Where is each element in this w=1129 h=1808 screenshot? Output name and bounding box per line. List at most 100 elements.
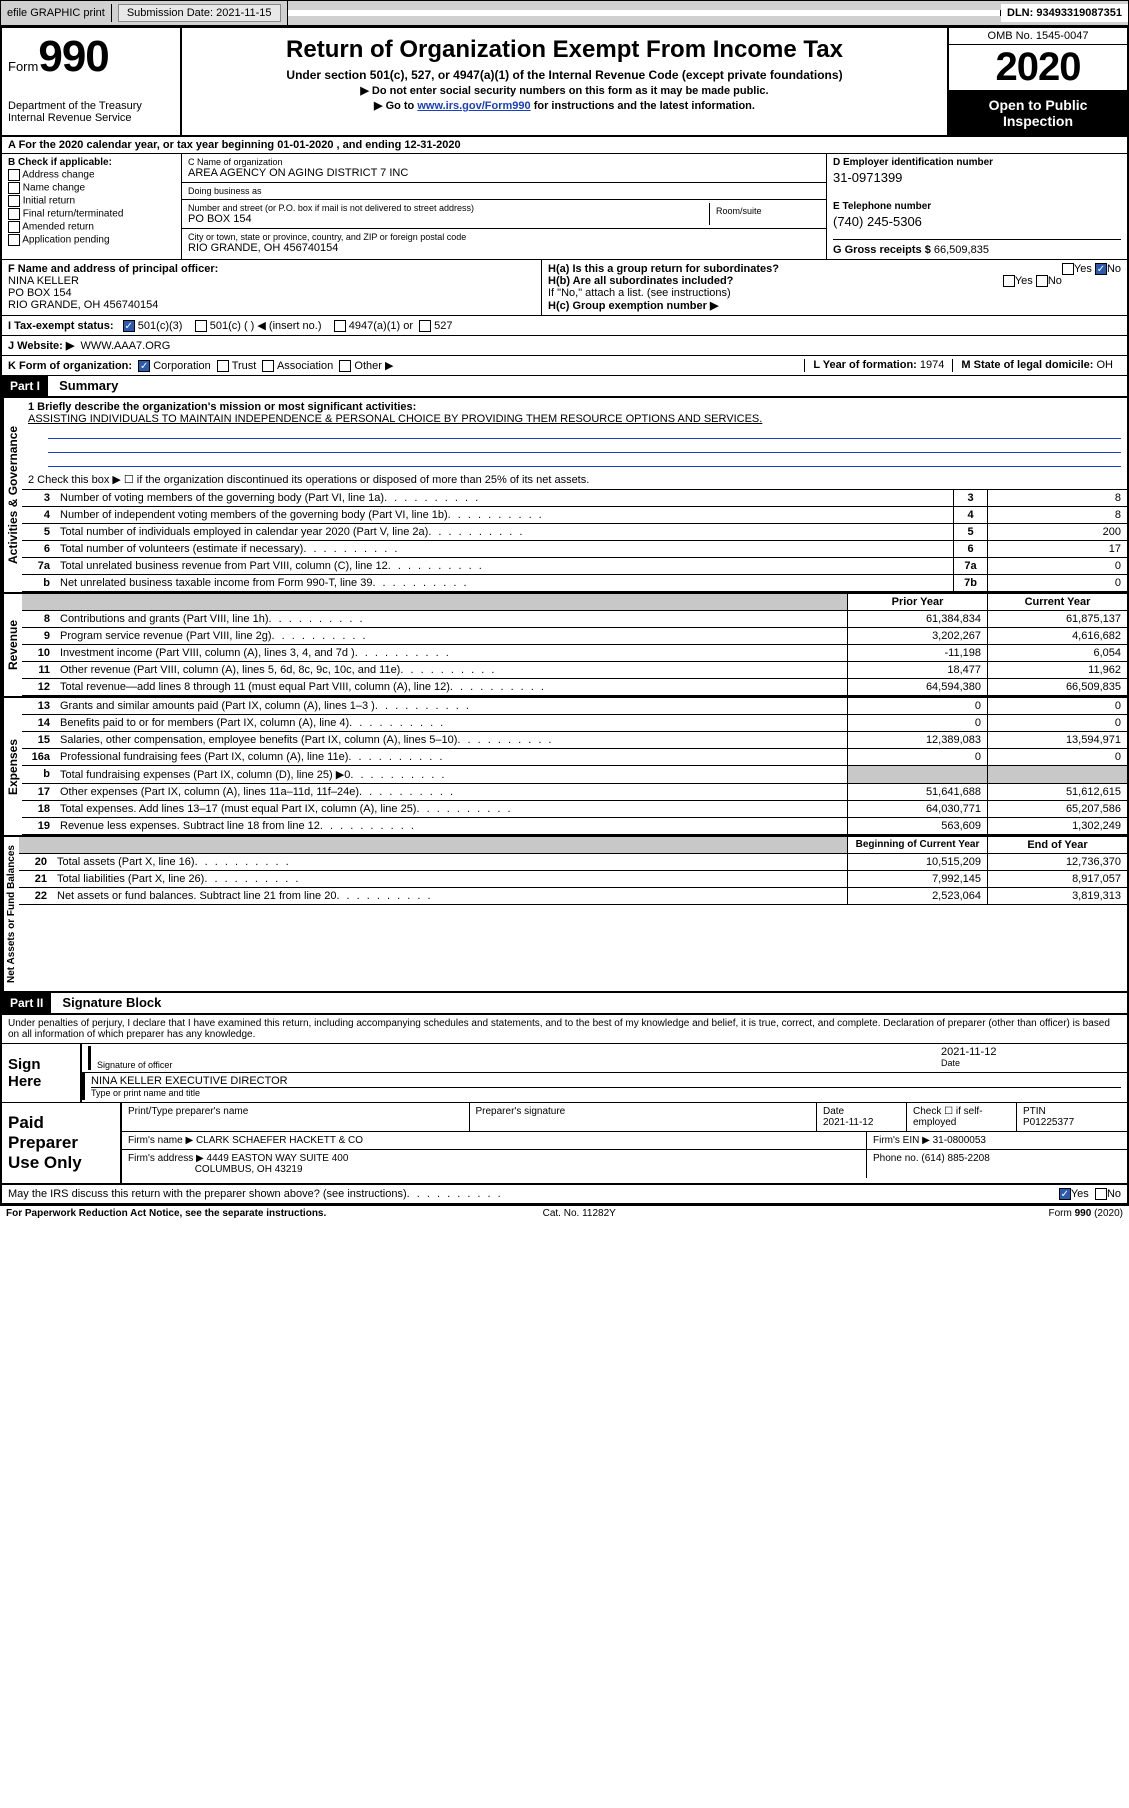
chk-amended[interactable]: Amended return xyxy=(8,221,175,233)
topbar-spacer xyxy=(288,10,1001,16)
form-title: Return of Organization Exempt From Incom… xyxy=(188,36,941,64)
chk-application[interactable]: Application pending xyxy=(8,234,175,246)
prep-sig-lbl: Preparer's signature xyxy=(476,1106,566,1117)
discuss-row: May the IRS discuss this return with the… xyxy=(2,1185,1127,1204)
part-i-bar: Part I xyxy=(2,376,48,396)
side-rev: Revenue xyxy=(2,594,22,696)
officer-addr2: RIO GRANDE, OH 456740154 xyxy=(8,299,158,311)
side-net: Net Assets or Fund Balances xyxy=(2,837,19,991)
prep-name-lbl: Print/Type preparer's name xyxy=(128,1106,248,1117)
table-row: 19Revenue less expenses. Subtract line 1… xyxy=(22,818,1127,835)
line1: 1 Briefly describe the organization's mi… xyxy=(22,398,1127,470)
firm-ein: 31-0800053 xyxy=(933,1135,986,1146)
table-row: 22Net assets or fund balances. Subtract … xyxy=(19,888,1127,905)
header-mid: Return of Organization Exempt From Incom… xyxy=(182,28,947,135)
gross-lbl: G Gross receipts $ xyxy=(833,244,931,256)
chk-501c[interactable] xyxy=(195,320,207,332)
chk-4947[interactable] xyxy=(334,320,346,332)
box-h: H(a) Is this a group return for subordin… xyxy=(542,260,1127,315)
topbar: efile GRAPHIC print Submission Date: 202… xyxy=(0,0,1129,26)
ptin: P01225377 xyxy=(1023,1117,1074,1128)
domicile: OH xyxy=(1097,359,1114,371)
officer-name: NINA KELLER xyxy=(8,275,79,287)
open-to-public: Open to PublicInspection xyxy=(949,91,1127,135)
omb: OMB No. 1545-0047 xyxy=(949,28,1127,45)
city-lbl: City or town, state or province, country… xyxy=(188,232,820,242)
sign-here-label: Sign Here xyxy=(2,1044,82,1102)
chk-other[interactable] xyxy=(339,360,351,372)
row-a: A For the 2020 calendar year, or tax yea… xyxy=(2,137,1127,154)
room-lbl: Room/suite xyxy=(716,206,762,216)
prep-selfemp: Check ☐ if self-employed xyxy=(907,1103,1017,1131)
rev-section: Revenue Prior YearCurrent Year 8Contribu… xyxy=(2,594,1127,698)
org-name-lbl: C Name of organization xyxy=(188,157,820,167)
table-row: 21Total liabilities (Part X, line 26) 7,… xyxy=(19,871,1127,888)
discuss-no[interactable] xyxy=(1095,1188,1107,1200)
form-subtitle: Under section 501(c), 527, or 4947(a)(1)… xyxy=(188,68,941,82)
chk-address[interactable]: Address change xyxy=(8,169,175,181)
mission-text: ASSISTING INDIVIDUALS TO MAINTAIN INDEPE… xyxy=(28,413,762,425)
col-end: End of Year xyxy=(987,837,1127,853)
sig-name: NINA KELLER EXECUTIVE DIRECTOR xyxy=(91,1075,1121,1087)
form-word: Form xyxy=(8,59,38,74)
part-ii-bar: Part II xyxy=(2,993,51,1013)
submission-date-button[interactable]: Submission Date: 2021-11-15 xyxy=(118,4,281,22)
org-name: AREA AGENCY ON AGING DISTRICT 7 INC xyxy=(188,167,820,179)
section-bcd: B Check if applicable: Address change Na… xyxy=(2,154,1127,260)
hb-lbl: H(b) Are all subordinates included? xyxy=(548,275,733,287)
part-ii-header: Part II Signature Block xyxy=(2,993,1127,1015)
dln: DLN: 93493319087351 xyxy=(1001,4,1128,22)
chk-501c3[interactable]: ✓ xyxy=(123,320,135,332)
footer: For Paperwork Reduction Act Notice, see … xyxy=(0,1206,1129,1221)
box-de: D Employer identification number 31-0971… xyxy=(827,154,1127,259)
box-f: F Name and address of principal officer:… xyxy=(2,260,542,315)
firm-addr2: COLUMBUS, OH 43219 xyxy=(195,1164,303,1175)
chk-final[interactable]: Final return/terminated xyxy=(8,208,175,220)
phone-lbl: E Telephone number xyxy=(833,201,1121,212)
box-j: J Website: ▶ WWW.AAA7.ORG xyxy=(2,336,1127,356)
ein: 31-0971399 xyxy=(833,170,1121,185)
discuss-yes[interactable]: ✓ xyxy=(1059,1188,1071,1200)
ha-lbl: H(a) Is this a group return for subordin… xyxy=(548,263,779,275)
prep-date: 2021-11-12 xyxy=(823,1117,873,1128)
chk-initial[interactable]: Initial return xyxy=(8,195,175,207)
dba-lbl: Doing business as xyxy=(188,186,820,196)
note-ssn: ▶ Do not enter social security numbers o… xyxy=(188,84,941,97)
chk-name[interactable]: Name change xyxy=(8,182,175,194)
paid-preparer: PaidPreparerUse Only Print/Type preparer… xyxy=(2,1103,1127,1185)
gov-section: Activities & Governance 1 Briefly descri… xyxy=(2,398,1127,594)
box-klm: K Form of organization: ✓ Corporation Tr… xyxy=(2,356,1127,376)
officer-addr1: PO BOX 154 xyxy=(8,287,72,299)
section-fh: F Name and address of principal officer:… xyxy=(2,260,1127,316)
dept-irs: Internal Revenue Service xyxy=(8,112,174,124)
footer-left: For Paperwork Reduction Act Notice, see … xyxy=(6,1208,326,1219)
irs-link[interactable]: www.irs.gov/Form990 xyxy=(417,100,530,112)
paid-prep-label: PaidPreparerUse Only xyxy=(2,1103,122,1183)
efile-label: efile GRAPHIC print xyxy=(1,4,112,22)
chk-trust[interactable] xyxy=(217,360,229,372)
year-formed: 1974 xyxy=(920,359,944,371)
perjury-text: Under penalties of perjury, I declare th… xyxy=(2,1015,1127,1044)
chk-corp[interactable]: ✓ xyxy=(138,360,150,372)
footer-cat: Cat. No. 11282Y xyxy=(543,1208,616,1219)
hb-note: If "No," attach a list. (see instruction… xyxy=(548,287,1121,299)
table-row: bTotal fundraising expenses (Part IX, co… xyxy=(22,766,1127,784)
chk-527[interactable] xyxy=(419,320,431,332)
table-row: 18Total expenses. Add lines 13–17 (must … xyxy=(22,801,1127,818)
city: RIO GRANDE, OH 456740154 xyxy=(188,242,820,254)
table-row: 11Other revenue (Part VIII, column (A), … xyxy=(22,662,1127,679)
table-row: 7aTotal unrelated business revenue from … xyxy=(22,558,1127,575)
net-section: Net Assets or Fund Balances Beginning of… xyxy=(2,837,1127,993)
table-row: 14Benefits paid to or for members (Part … xyxy=(22,715,1127,732)
form-frame: Form990 Department of the Treasury Inter… xyxy=(0,26,1129,1206)
box-c: C Name of organizationAREA AGENCY ON AGI… xyxy=(182,154,827,259)
part-ii-title: Signature Block xyxy=(54,993,169,1012)
chk-assoc[interactable] xyxy=(262,360,274,372)
table-row: 15Salaries, other compensation, employee… xyxy=(22,732,1127,749)
line2: 2 Check this box ▶ ☐ if the organization… xyxy=(22,470,1127,490)
table-row: 9Program service revenue (Part VIII, lin… xyxy=(22,628,1127,645)
ein-lbl: D Employer identification number xyxy=(833,157,1121,168)
side-exp: Expenses xyxy=(2,698,22,835)
col-current: Current Year xyxy=(987,594,1127,610)
sign-here: Sign Here Signature of officer 2021-11-1… xyxy=(2,1044,1127,1103)
